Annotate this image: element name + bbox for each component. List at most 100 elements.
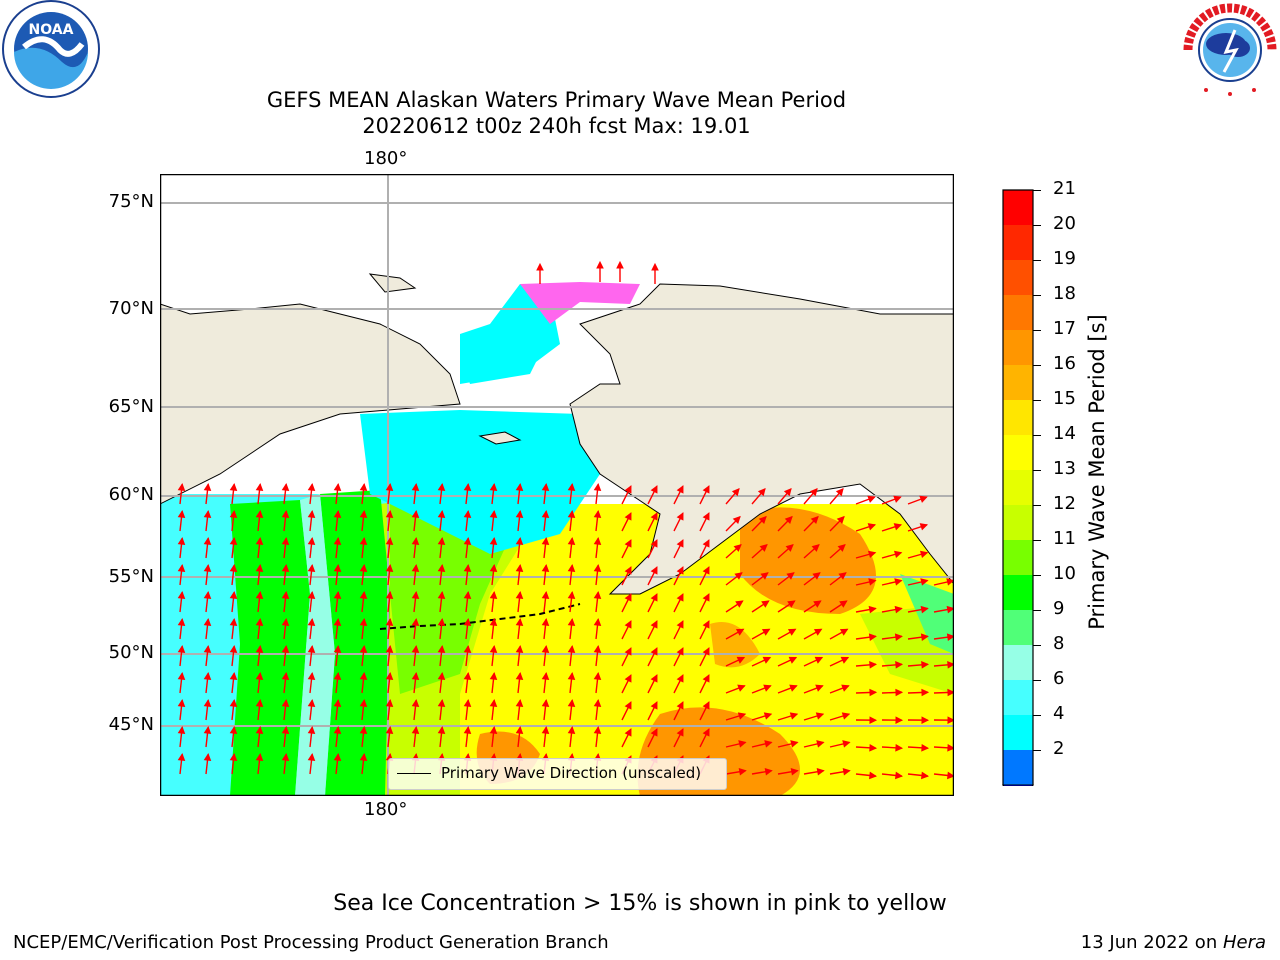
wave-arrow-head [676,701,684,710]
wave-arrow-head [841,684,850,692]
wave-arrow-head [895,661,904,669]
footer-date-text: 13 Jun 2022 on [1080,932,1223,953]
wave-arrow-head [946,578,954,586]
wave-arrow-head [281,753,290,762]
wave-arrow-head [281,672,290,681]
wave-arrow-head [895,743,904,752]
wave-arrow-head [702,485,710,494]
colorbar-tick-label: 21 [1053,178,1076,199]
colorbar-segment [1003,610,1033,645]
wave-arrow-head [229,564,238,573]
colorbar-tick-label: 19 [1053,248,1076,269]
wave-arrow-head [624,728,632,737]
wave-arrow-head [385,564,394,573]
wave-arrow-head [567,618,576,627]
wave-arrow-head [541,510,550,519]
colorbar-tick-mark [1033,225,1041,226]
wave-arrow-head [411,564,420,573]
wave-arrow-head [567,591,576,600]
wave-arrow-head [307,510,316,519]
wave-arrow-head [177,483,186,492]
wave-arrow-head [946,633,954,641]
wave-arrow-head [593,726,602,735]
wave-arrow-head [842,740,851,748]
colorbar-tick-label: 4 [1053,703,1065,724]
wave-arrow-head [541,672,550,681]
wave-arrow-head [437,618,446,627]
wave-arrow-head [650,566,658,575]
wave-arrow-head [567,537,576,546]
wave-arrow-head [541,483,550,492]
wave-arrow-head [177,672,186,681]
southeast-coast-green [900,574,954,654]
wave-arrow-head [702,593,710,602]
wave-arrow-head [895,771,903,780]
wave-arrow-head [676,512,684,521]
wave-arrow-head [307,618,316,627]
wave-arrow-head [867,495,876,503]
wave-arrow-head [255,537,264,546]
wave-arrow-head [489,726,498,735]
wave-arrow-head [812,572,821,580]
footer-date: 13 Jun 2022 on Hera [1081,932,1266,953]
wave-arrow-head [651,262,659,271]
wave-arrow-head [596,260,604,269]
colorbar-tick-mark [1033,540,1041,541]
wave-arrow-head [838,572,847,580]
wave-arrow-head [359,699,368,708]
wave-arrow-head [920,578,929,586]
wave-arrow-head [333,726,342,735]
wave-arrow-head [757,487,766,497]
colorbar-tick-mark [1033,260,1041,261]
colorbar-segment [1003,330,1033,365]
wave-arrow-head [177,564,186,573]
wave-arrow-head [411,483,420,492]
wave-arrow-head [921,688,930,697]
wave-arrow-head [624,674,632,683]
colorbar-tick-mark [1033,365,1041,366]
wave-arrow-head [359,591,368,600]
wave-arrow-head [676,485,684,494]
colorbar-segment [1003,225,1033,260]
wave-arrow-head [893,550,903,559]
wave-arrow-head [229,645,238,654]
wave-arrow-head [624,701,632,710]
wave-arrow-head [567,483,576,492]
colorbar-tick-label: 14 [1053,423,1076,444]
wave-arrow-head [463,672,472,681]
colorbar-segment [1003,435,1033,470]
wave-arrow-head [489,591,498,600]
wave-arrow-head [536,262,544,271]
wave-arrow-head [177,591,186,600]
wave-arrow-head [869,688,878,697]
wave-arrow-head [593,645,602,654]
wave-arrow-head [515,537,524,546]
wave-arrow-head [203,672,212,681]
colorbar-segment [1003,260,1033,295]
wave-arrow-head [359,672,368,681]
wave-arrow-head [177,726,186,735]
st-lawrence-island [478,431,522,445]
wave-arrow-head [946,605,954,614]
wave-arrow-head [789,684,798,692]
wave-arrow-head [541,537,550,546]
wave-arrow-head [893,495,902,503]
map-panel: Primary Wave Direction (unscaled) [159,173,955,797]
lat-label-65: 65°N [108,396,154,417]
wave-arrow-head [947,743,954,752]
wave-arrow-head [919,523,929,531]
wave-arrow-head [650,701,658,710]
wave-arrow-head [333,753,342,762]
wave-arrow-head [868,633,877,641]
wave-arrow-head [702,701,710,710]
wave-arrow-head [921,661,930,669]
wave-arrow-head [624,593,632,602]
wave-arrow-head [593,483,602,492]
wave-arrow-head [836,515,845,525]
wave-arrow-head [463,510,472,519]
wave-arrow-head [385,672,394,681]
colorbar-tick-label: 18 [1053,283,1076,304]
wave-arrow-head [463,483,472,492]
wave-arrow-head [763,712,773,720]
colorbar-tick-mark [1033,505,1041,506]
